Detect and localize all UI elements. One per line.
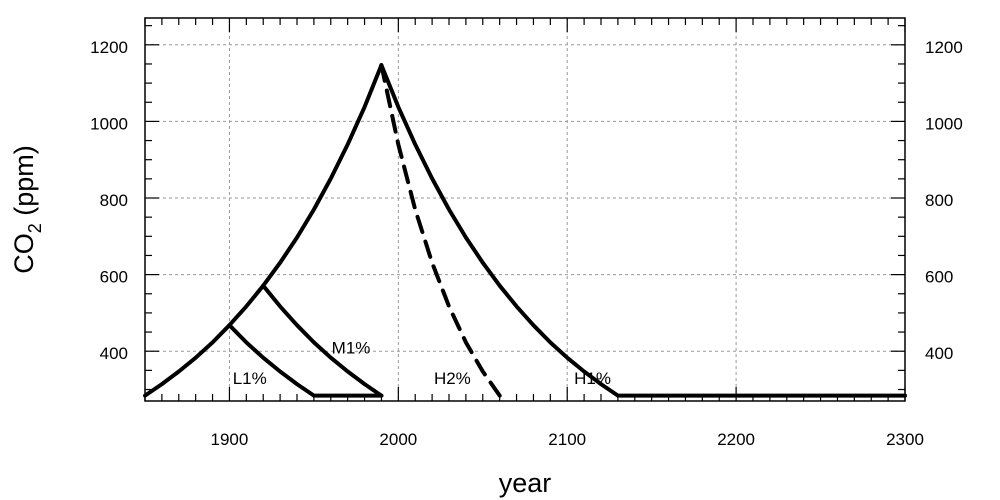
x-axis-title: year	[499, 468, 552, 498]
series-label-m1-percent: M1%	[332, 338, 371, 357]
series-label-h2-percent: H2%	[434, 369, 471, 388]
series-label-h1-percent: H1%	[574, 369, 611, 388]
y-axis-title-unit: (ppm)	[9, 145, 39, 223]
x-tick-label: 2300	[886, 430, 924, 449]
y-tick-label-right: 600	[925, 268, 953, 287]
x-tick-label: 2100	[548, 430, 586, 449]
y-tick-label-right: 1200	[925, 38, 963, 57]
series-line-m1-percent	[261, 283, 384, 398]
y-tick-label-left: 800	[100, 191, 128, 210]
y-tick-label-right: 1000	[925, 114, 963, 133]
y-tick-label-left: 1000	[90, 114, 128, 133]
label-layer: 1900 2000 2100 2200 2300 400 400 600 600 800 800 10…	[90, 38, 963, 449]
x-tick-label: 1900	[211, 430, 249, 449]
grid-layer	[145, 18, 905, 401]
tick-layer	[144, 18, 906, 401]
x-tick-label: 2200	[717, 430, 755, 449]
y-axis-title-subscript: 2	[25, 223, 45, 233]
x-tick-label: 2000	[379, 430, 417, 449]
plot-frame	[144, 17, 906, 402]
series-line-h1-percent	[143, 63, 907, 398]
y-tick-label-left: 600	[100, 268, 128, 287]
y-tick-label-left: 1200	[90, 38, 128, 57]
y-tick-label-right: 800	[925, 191, 953, 210]
series-label-l1-percent: L1%	[233, 369, 267, 388]
y-axis-title: CO2 (ppm)	[9, 145, 45, 274]
y-tick-label-right: 400	[925, 344, 953, 363]
y-tick-label-left: 400	[100, 344, 128, 363]
series-line-h2-percent	[379, 63, 502, 398]
y-axis-title-main: CO	[9, 233, 39, 274]
series-layer	[143, 63, 907, 398]
